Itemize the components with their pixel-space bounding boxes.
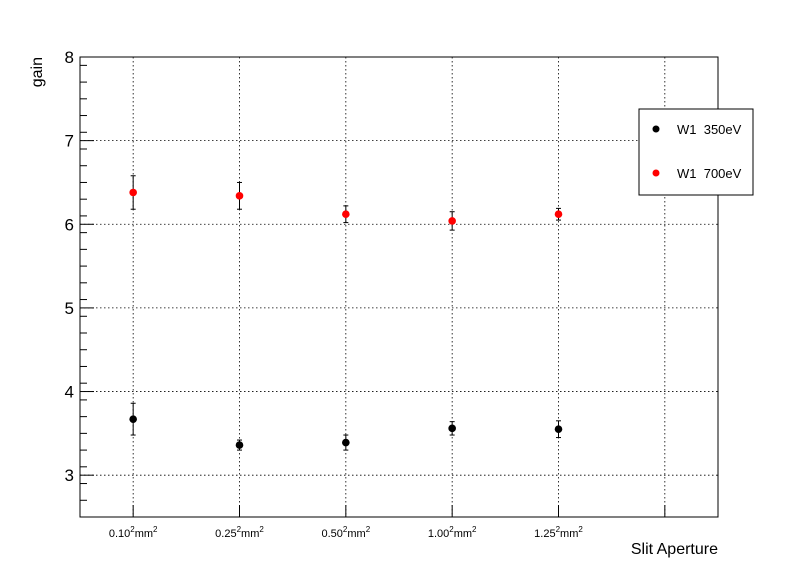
- x-category-label: 1.252mm2: [534, 525, 583, 540]
- x-category-label: 0.502mm2: [322, 525, 371, 540]
- x-category-label: 0.252mm2: [215, 525, 264, 540]
- data-point: [554, 425, 563, 433]
- y-tick-label: 5: [65, 299, 74, 318]
- data-point: [129, 188, 137, 197]
- data-point: [129, 415, 137, 423]
- series-350ev: [129, 402, 563, 451]
- legend: W1 350eV W1 700eV: [638, 108, 754, 196]
- data-point: [342, 438, 350, 447]
- data-point: [235, 441, 244, 449]
- y-tick-label: 8: [65, 48, 74, 67]
- x-category-label: 0.102mm2: [109, 525, 158, 540]
- data-point: [448, 424, 456, 433]
- x-category-label: 1.002mm2: [428, 525, 477, 540]
- legend-marker-350ev: [652, 125, 660, 133]
- axis-ticks: [80, 56, 666, 518]
- data-series: [129, 175, 563, 451]
- legend-box: [638, 108, 754, 196]
- data-point: [554, 210, 563, 219]
- legend-label-700ev: W1 700eV: [677, 166, 742, 181]
- x-axis-title: Slit Aperture: [631, 541, 718, 558]
- data-point: [342, 210, 350, 219]
- y-axis-title: gain: [29, 57, 46, 87]
- y-tick-label: 6: [65, 215, 74, 234]
- x-category-labels: 0.102mm2 0.252mm2 0.502mm2 1.002mm2 1.252mm2: [109, 525, 584, 540]
- y-tick-label: 3: [65, 466, 74, 485]
- data-point: [448, 217, 456, 225]
- plot-frame: [79, 56, 719, 518]
- legend-marker-700ev: [652, 169, 660, 177]
- y-tick-labels: 3 4 5 6 7 8: [65, 48, 74, 485]
- series-700ev: [129, 175, 563, 231]
- data-point: [235, 192, 244, 200]
- legend-label-350ev: W1 350eV: [677, 122, 742, 137]
- y-tick-label: 4: [65, 383, 74, 402]
- y-tick-label: 7: [65, 132, 74, 151]
